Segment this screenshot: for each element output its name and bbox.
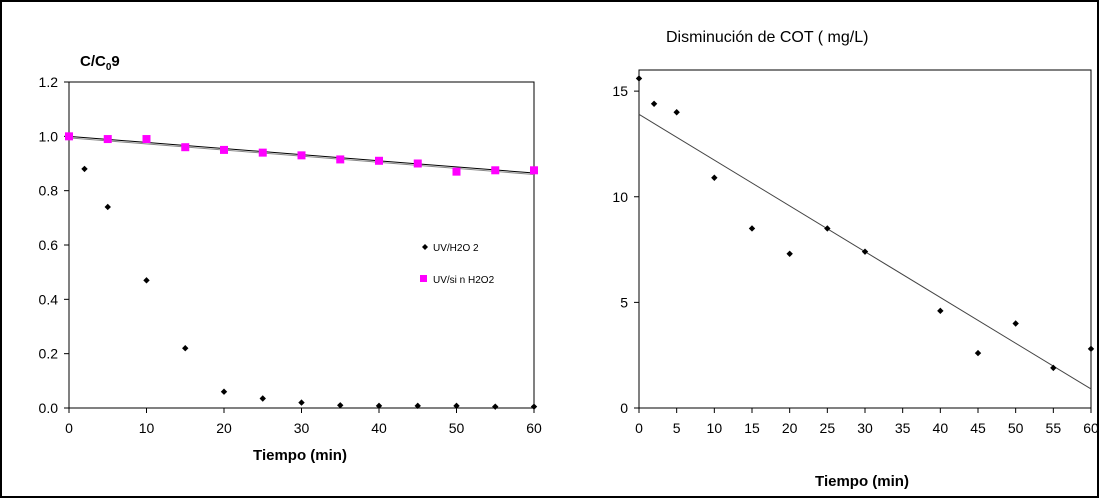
- right-y-ticks: 0 5 10 15: [612, 83, 639, 416]
- y-tick-label: 0.8: [39, 183, 59, 199]
- data-point: [974, 349, 982, 357]
- data-point: [65, 132, 73, 141]
- data-point: [492, 403, 499, 410]
- x-tick-label: 30: [857, 420, 873, 436]
- data-point: [258, 148, 267, 157]
- x-tick-label: 50: [449, 420, 465, 436]
- data-point: [711, 174, 718, 181]
- chart-left: C/C09 0.00.20.40.60.81.01.2 0 10 20 30 40 50 6…: [39, 53, 542, 464]
- data-point: [1050, 364, 1057, 372]
- data-point: [375, 402, 383, 410]
- data-point: [375, 156, 383, 165]
- data-point: [650, 100, 658, 107]
- data-point: [142, 135, 151, 144]
- x-tick-label: 10: [139, 420, 155, 436]
- x-tick-label: 20: [216, 420, 232, 436]
- data-point: [104, 203, 111, 211]
- y-tick-label: 0.6: [39, 237, 59, 253]
- data-point: [259, 395, 266, 402]
- y-tick-label: 0.2: [39, 346, 59, 362]
- data-point: [103, 135, 112, 144]
- x-tick-label: 55: [1046, 420, 1062, 436]
- y-tick-label: 0.0: [39, 400, 59, 416]
- x-tick-label: 45: [970, 420, 986, 436]
- x-tick-label: 20: [782, 420, 798, 436]
- legend-label-uv-h2o2: UV/H2O 2: [433, 243, 479, 254]
- data-point: [220, 388, 228, 395]
- data-point: [143, 277, 150, 284]
- legend-marker-uv-h2o2: [422, 244, 428, 250]
- y-tick-label: 1.0: [39, 128, 59, 144]
- left-series-uv-sin-h2o2: [65, 132, 538, 176]
- data-point: [530, 403, 538, 410]
- left-y-ticks: 0.0 0.2 0.4 0.6 0.8 1.0 1.2: [39, 74, 69, 416]
- data-point: [181, 143, 190, 152]
- y-tick-label: 0: [620, 400, 628, 416]
- x-tick-label: 60: [1083, 420, 1099, 436]
- x-tick-label: 10: [707, 420, 723, 436]
- y-tick-label: 5: [620, 294, 628, 310]
- left-x-axis-label: Tiempo (min): [253, 447, 347, 464]
- data-point: [337, 402, 344, 409]
- y-tick-label: 1.2: [39, 74, 59, 90]
- data-point: [530, 166, 538, 175]
- left-legend: UV/H2O 2 UV/si n H2O2: [420, 243, 495, 286]
- data-point: [635, 75, 643, 82]
- y-tick-label: 15: [612, 83, 628, 99]
- x-tick-label: 50: [1008, 420, 1024, 436]
- data-point: [453, 402, 460, 410]
- chart-right: Disminución de COT ( mg/L) 0 5 10 15 0 5 10 15…: [612, 29, 1099, 490]
- x-tick-label: 0: [635, 420, 643, 436]
- data-point: [220, 145, 228, 154]
- x-tick-label: 15: [744, 420, 760, 436]
- x-tick-label: 30: [294, 420, 310, 436]
- data-point: [336, 155, 345, 164]
- x-tick-label: 40: [933, 420, 949, 436]
- right-chart-title: Disminución de COT ( mg/L): [666, 29, 868, 46]
- data-point: [298, 399, 305, 406]
- left-x-ticks: 0 10 20 30 40 50 60: [65, 408, 542, 436]
- x-tick-label: 0: [65, 420, 73, 436]
- x-tick-label: 60: [526, 420, 542, 436]
- x-tick-label: 5: [673, 420, 681, 436]
- y-tick-label: 0.4: [39, 291, 59, 307]
- data-point: [861, 248, 869, 255]
- data-point: [673, 109, 680, 116]
- data-point: [297, 151, 306, 160]
- data-point: [491, 166, 500, 175]
- data-point: [1087, 345, 1095, 353]
- x-tick-label: 35: [895, 420, 911, 436]
- y-tick-label: 10: [612, 189, 628, 205]
- x-tick-label: 25: [820, 420, 836, 436]
- right-x-axis-label: Tiempo (min): [815, 473, 909, 490]
- data-point: [413, 159, 422, 168]
- data-point: [182, 345, 189, 352]
- right-plot-area: [638, 69, 1092, 409]
- data-point: [1012, 320, 1019, 327]
- data-point: [824, 225, 831, 232]
- data-point: [748, 225, 756, 232]
- right-series-cot: [635, 75, 1095, 372]
- data-point: [452, 167, 461, 176]
- x-tick-label: 40: [371, 420, 387, 436]
- legend-label-uv-sin-h2o2: UV/si n H2O2: [433, 275, 495, 286]
- data-point: [414, 402, 421, 410]
- data-point: [937, 307, 944, 315]
- legend-marker-uv-sin-h2o2: [420, 275, 427, 282]
- right-x-ticks: 0 5 10 15 20 25 30 35 40 45 50 55 60: [635, 408, 1099, 436]
- data-point: [786, 250, 793, 257]
- data-point: [81, 165, 88, 173]
